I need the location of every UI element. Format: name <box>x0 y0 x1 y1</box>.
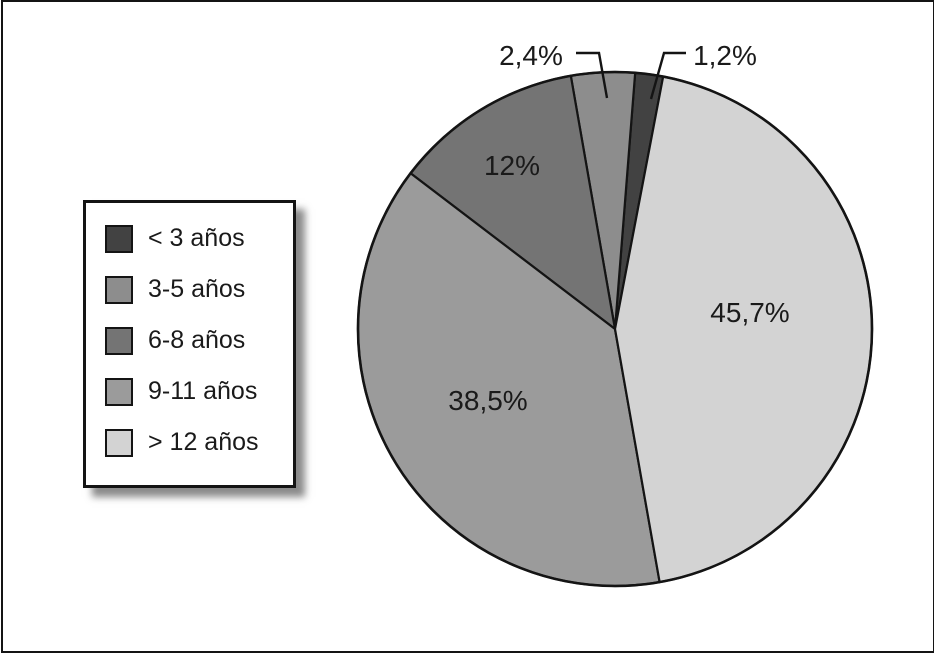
legend-swatch-icon <box>105 428 133 457</box>
label-leader-line <box>649 51 686 100</box>
pie-value-label: 12% <box>484 150 540 181</box>
label-leader-line <box>576 51 609 99</box>
legend-swatch-icon <box>105 275 133 304</box>
pie-value-label: 45,7% <box>710 297 789 328</box>
legend-item: < 3 años <box>105 213 293 264</box>
legend-item: 9-11 años <box>105 366 293 417</box>
pie-chart: 1,2% 2,4% 12% 38,5% 45,7% <box>356 40 874 588</box>
pie-value-label: 1,2% <box>693 40 757 71</box>
legend-swatch-icon <box>105 377 133 406</box>
pie-value-label: 38,5% <box>448 385 527 416</box>
legend-label: < 3 años <box>148 224 245 252</box>
legend-swatch-icon <box>105 224 133 253</box>
pie-slice <box>613 75 874 584</box>
legend-label: 3-5 años <box>148 275 246 303</box>
legend-label: 6-8 años <box>148 326 246 354</box>
legend-swatch-icon <box>105 326 133 355</box>
legend-item: > 12 años <box>105 417 293 468</box>
legend-item: 3-5 años <box>105 264 293 315</box>
pie-slices-group <box>356 70 874 588</box>
pie-labels-group: 1,2% 2,4% 12% 38,5% 45,7% <box>448 40 789 416</box>
legend-item: 6-8 años <box>105 315 293 366</box>
legend: < 3 años 3-5 años 6-8 años 9-11 años > 12 añ… <box>83 200 296 488</box>
pie-leader-lines-group <box>576 51 686 100</box>
legend-label: 9-11 años <box>148 377 258 405</box>
legend-label: > 12 años <box>148 428 259 456</box>
pie-outline <box>356 70 874 588</box>
pie-value-label: 2,4% <box>499 40 563 71</box>
